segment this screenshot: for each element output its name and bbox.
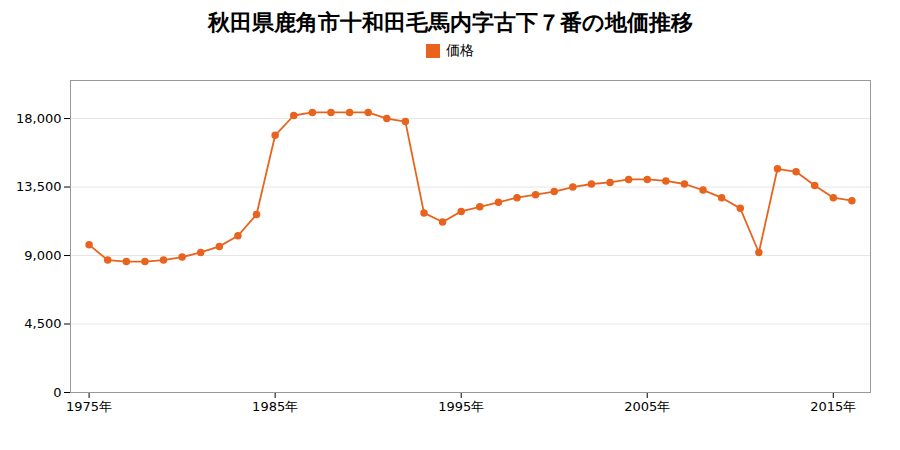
svg-text:18,000: 18,000 [16, 111, 62, 126]
svg-text:0: 0 [53, 385, 61, 400]
svg-text:2005年: 2005年 [624, 399, 670, 414]
svg-text:4,500: 4,500 [24, 316, 61, 331]
svg-text:1995年: 1995年 [438, 399, 484, 414]
svg-text:9,000: 9,000 [24, 248, 61, 263]
svg-text:2015年: 2015年 [810, 399, 856, 414]
html-text:価格: 価格 [446, 42, 474, 58]
html-text:秋田県鹿角市十和田毛馬内字古下７番の地価推移: 秋田県鹿角市十和田毛馬内字古下７番の地価推移 [207, 10, 693, 35]
svg-text:1985年: 1985年 [252, 399, 298, 414]
svg-text:13,500: 13,500 [16, 179, 62, 194]
svg-text:1975年: 1975年 [66, 399, 112, 414]
